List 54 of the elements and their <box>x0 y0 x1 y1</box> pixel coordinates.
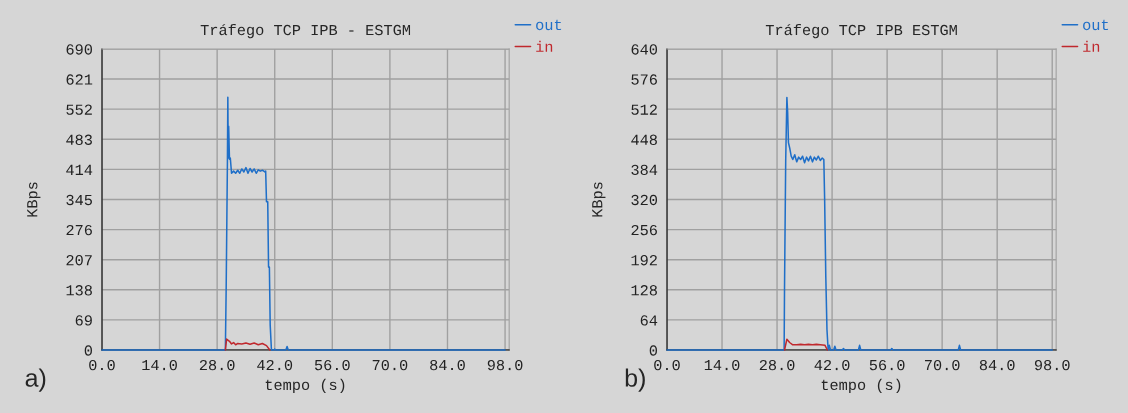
y-tick-label: 256 <box>631 224 657 236</box>
line-series <box>101 96 506 351</box>
y-tick-label: 64 <box>640 315 658 326</box>
text: b) <box>625 368 645 392</box>
x-tick-label: 14.0 <box>142 359 177 371</box>
x-tick-label: 70.0 <box>372 359 408 371</box>
y-tick-label: 320 <box>631 194 658 206</box>
legend-label: in <box>1083 40 1100 52</box>
y-tick-label: 128 <box>631 285 657 296</box>
legend-label: in <box>536 40 553 52</box>
y-axis-title: KBps <box>592 182 606 217</box>
y-tick-label: 0 <box>84 345 92 356</box>
y-tick-label: 690 <box>66 44 92 55</box>
y-tick-label: 448 <box>631 134 657 145</box>
y-tick-label: 138 <box>66 285 92 296</box>
y-tick-label: 552 <box>66 104 92 115</box>
chart-title: Tráfego TCP IPB ESTGM <box>765 23 957 39</box>
chart-title: Tráfego TCP IPB - ESTGM <box>200 23 411 39</box>
y-tick-label: 69 <box>75 315 92 326</box>
x-tick-label: 42.0 <box>814 359 850 371</box>
y-tick-label: 640 <box>631 44 658 55</box>
text: a) <box>25 368 46 392</box>
y-tick-label: 207 <box>66 255 92 266</box>
legend-label: out <box>1083 19 1109 31</box>
y-tick-label: 414 <box>66 164 93 175</box>
x-tick-label: 28.0 <box>199 359 235 371</box>
y-tick-label: 512 <box>631 104 657 115</box>
line-series <box>224 338 271 351</box>
x-axis-title: tempo (s) <box>265 378 345 394</box>
y-tick-label: 0 <box>649 345 658 356</box>
y-tick-label: 576 <box>631 74 657 85</box>
x-tick-label: 42.0 <box>257 359 293 371</box>
x-tick-label: 98.0 <box>1034 359 1070 371</box>
x-tick-label: 14.0 <box>704 359 740 371</box>
x-tick-label: 84.0 <box>430 359 465 371</box>
x-axis-title: tempo (s) <box>821 378 901 394</box>
y-tick-label: 345 <box>66 194 92 206</box>
x-tick-label: 0.0 <box>89 359 115 371</box>
x-tick-label: 28.0 <box>759 359 795 371</box>
y-tick-label: 621 <box>66 74 93 85</box>
y-tick-label: 192 <box>631 255 657 266</box>
x-tick-label: 0.0 <box>654 359 680 371</box>
y-tick-label: 384 <box>631 164 658 176</box>
x-tick-label: 98.0 <box>487 359 523 371</box>
y-axis-title: KBps <box>27 182 41 217</box>
legend-label: out <box>536 19 562 31</box>
y-tick-label: 483 <box>66 134 92 145</box>
y-tick-label: 276 <box>66 224 92 236</box>
x-tick-label: 84.0 <box>979 359 1015 371</box>
x-tick-label: 70.0 <box>924 359 960 371</box>
line-series <box>783 338 829 351</box>
x-tick-label: 56.0 <box>314 359 350 371</box>
line-series <box>666 96 1053 351</box>
x-tick-label: 56.0 <box>869 359 905 371</box>
